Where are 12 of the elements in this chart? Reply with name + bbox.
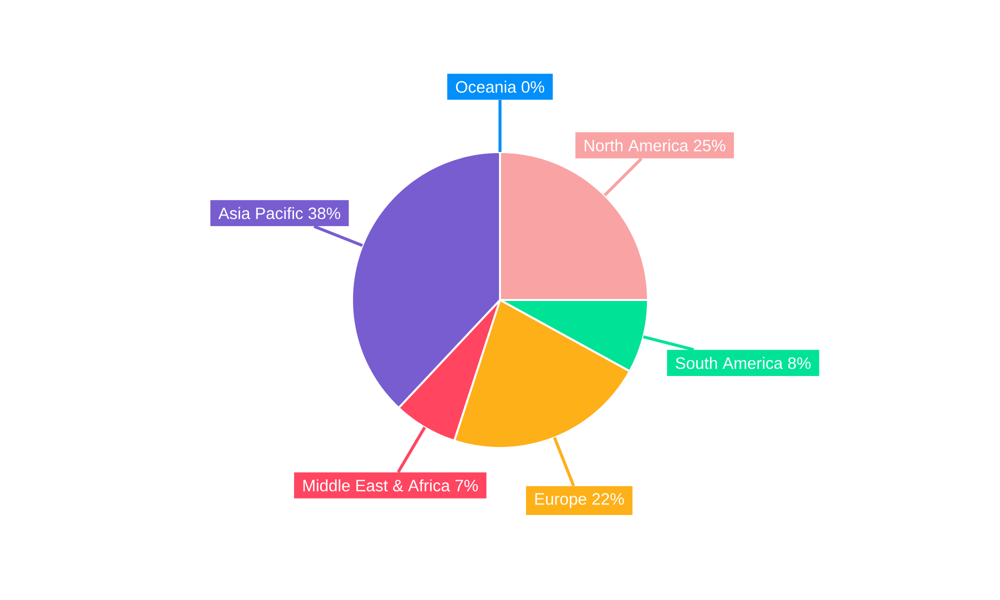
slice-label: Europe xyxy=(535,493,586,508)
data-label: 38% xyxy=(308,208,340,220)
data-label: 22% xyxy=(592,493,624,505)
data-label: 7% xyxy=(455,480,478,492)
slice-label: Asia Pacific xyxy=(218,207,303,220)
slice-label: South America xyxy=(676,356,783,369)
data-label: 25% xyxy=(694,140,726,152)
slice-label: North America xyxy=(584,139,688,152)
category-label: Oceania xyxy=(456,80,516,93)
slice-label: Middle East & Africa xyxy=(303,479,450,492)
text: 0% xyxy=(522,81,544,93)
data-label: 8% xyxy=(788,357,811,369)
